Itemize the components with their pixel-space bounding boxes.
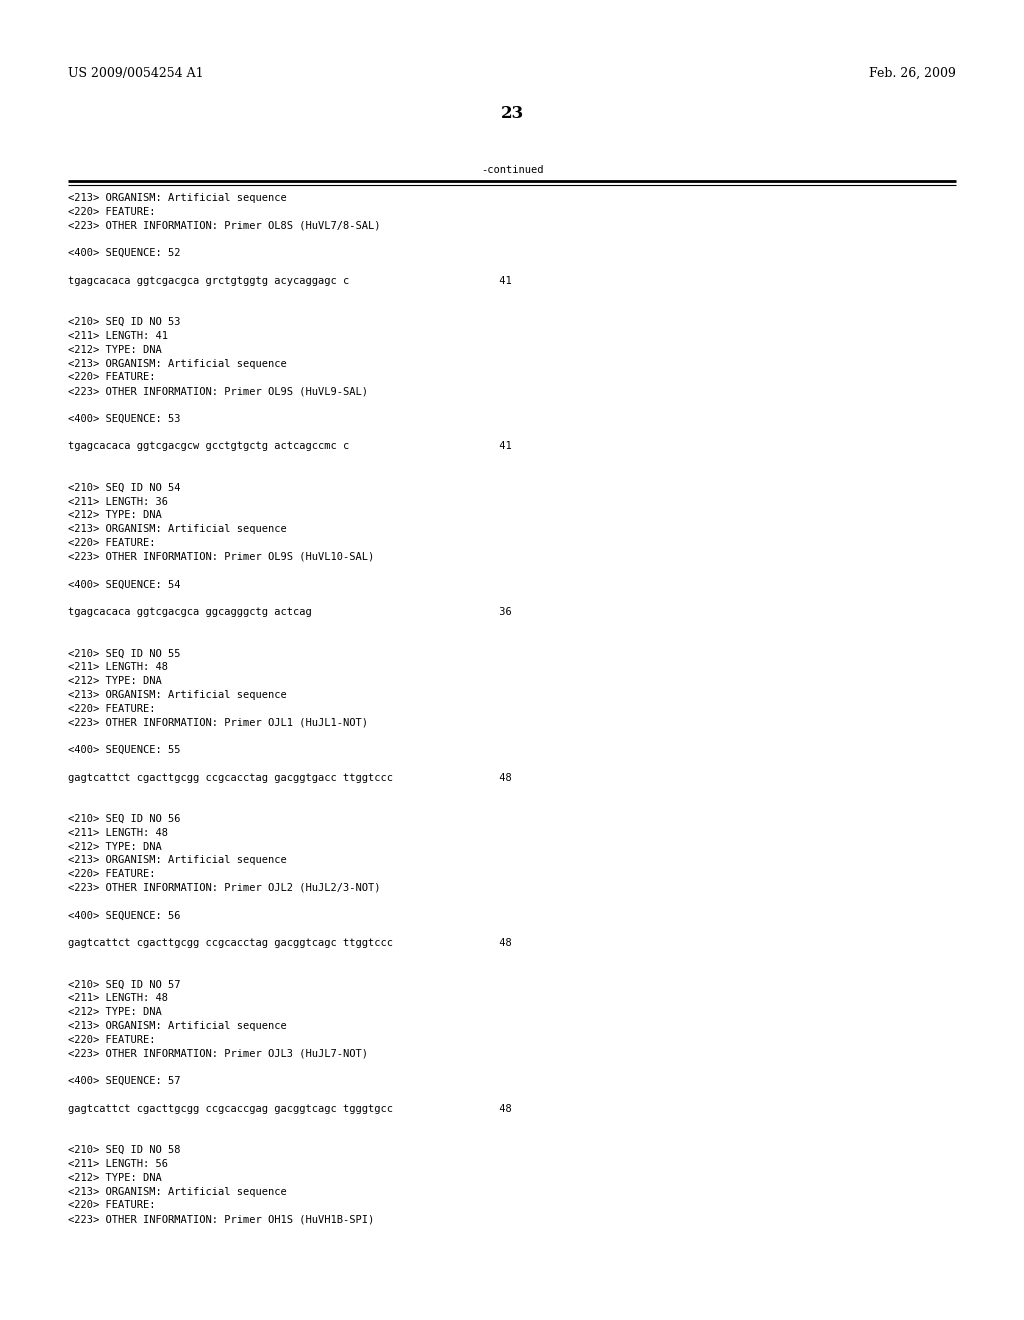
- Text: <220> FEATURE:: <220> FEATURE:: [68, 207, 156, 216]
- Text: <223> OTHER INFORMATION: Primer OL8S (HuVL7/8-SAL): <223> OTHER INFORMATION: Primer OL8S (Hu…: [68, 220, 381, 231]
- Text: <400> SEQUENCE: 55: <400> SEQUENCE: 55: [68, 744, 180, 755]
- Text: tgagcacaca ggtcgacgcw gcctgtgctg actcagccmc c                        41: tgagcacaca ggtcgacgcw gcctgtgctg actcagc…: [68, 441, 512, 451]
- Text: gagtcattct cgacttgcgg ccgcaccgag gacggtcagc tgggtgcc                 48: gagtcattct cgacttgcgg ccgcaccgag gacggtc…: [68, 1104, 512, 1114]
- Text: <212> TYPE: DNA: <212> TYPE: DNA: [68, 676, 162, 686]
- Text: <223> OTHER INFORMATION: Primer OL9S (HuVL9-SAL): <223> OTHER INFORMATION: Primer OL9S (Hu…: [68, 387, 368, 396]
- Text: <213> ORGANISM: Artificial sequence: <213> ORGANISM: Artificial sequence: [68, 855, 287, 866]
- Text: <212> TYPE: DNA: <212> TYPE: DNA: [68, 842, 162, 851]
- Text: <210> SEQ ID NO 58: <210> SEQ ID NO 58: [68, 1146, 180, 1155]
- Text: <400> SEQUENCE: 56: <400> SEQUENCE: 56: [68, 911, 180, 920]
- Text: <211> LENGTH: 48: <211> LENGTH: 48: [68, 663, 168, 672]
- Text: <223> OTHER INFORMATION: Primer OJL3 (HuJL7-NOT): <223> OTHER INFORMATION: Primer OJL3 (Hu…: [68, 1048, 368, 1059]
- Text: <400> SEQUENCE: 54: <400> SEQUENCE: 54: [68, 579, 180, 590]
- Text: <212> TYPE: DNA: <212> TYPE: DNA: [68, 511, 162, 520]
- Text: <212> TYPE: DNA: <212> TYPE: DNA: [68, 1172, 162, 1183]
- Text: <400> SEQUENCE: 57: <400> SEQUENCE: 57: [68, 1076, 180, 1086]
- Text: <223> OTHER INFORMATION: Primer OJL1 (HuJL1-NOT): <223> OTHER INFORMATION: Primer OJL1 (Hu…: [68, 717, 368, 727]
- Text: <212> TYPE: DNA: <212> TYPE: DNA: [68, 1007, 162, 1018]
- Text: <211> LENGTH: 48: <211> LENGTH: 48: [68, 828, 168, 838]
- Text: <220> FEATURE:: <220> FEATURE:: [68, 372, 156, 383]
- Text: <211> LENGTH: 41: <211> LENGTH: 41: [68, 331, 168, 341]
- Text: <220> FEATURE:: <220> FEATURE:: [68, 869, 156, 879]
- Text: <400> SEQUENCE: 53: <400> SEQUENCE: 53: [68, 413, 180, 424]
- Text: <213> ORGANISM: Artificial sequence: <213> ORGANISM: Artificial sequence: [68, 690, 287, 700]
- Text: <213> ORGANISM: Artificial sequence: <213> ORGANISM: Artificial sequence: [68, 359, 287, 368]
- Text: <223> OTHER INFORMATION: Primer OJL2 (HuJL2/3-NOT): <223> OTHER INFORMATION: Primer OJL2 (Hu…: [68, 883, 381, 894]
- Text: -continued: -continued: [480, 165, 544, 176]
- Text: <211> LENGTH: 36: <211> LENGTH: 36: [68, 496, 168, 507]
- Text: <213> ORGANISM: Artificial sequence: <213> ORGANISM: Artificial sequence: [68, 1187, 287, 1197]
- Text: <220> FEATURE:: <220> FEATURE:: [68, 704, 156, 714]
- Text: <210> SEQ ID NO 53: <210> SEQ ID NO 53: [68, 317, 180, 327]
- Text: <211> LENGTH: 56: <211> LENGTH: 56: [68, 1159, 168, 1170]
- Text: <210> SEQ ID NO 57: <210> SEQ ID NO 57: [68, 979, 180, 990]
- Text: <213> ORGANISM: Artificial sequence: <213> ORGANISM: Artificial sequence: [68, 524, 287, 535]
- Text: <220> FEATURE:: <220> FEATURE:: [68, 1035, 156, 1045]
- Text: <223> OTHER INFORMATION: Primer OL9S (HuVL10-SAL): <223> OTHER INFORMATION: Primer OL9S (Hu…: [68, 552, 374, 562]
- Text: <210> SEQ ID NO 55: <210> SEQ ID NO 55: [68, 648, 180, 659]
- Text: <211> LENGTH: 48: <211> LENGTH: 48: [68, 994, 168, 1003]
- Text: US 2009/0054254 A1: US 2009/0054254 A1: [68, 67, 204, 81]
- Text: gagtcattct cgacttgcgg ccgcacctag gacggtcagc ttggtccc                 48: gagtcattct cgacttgcgg ccgcacctag gacggtc…: [68, 939, 512, 948]
- Text: tgagcacaca ggtcgacgca grctgtggtg acycaggagc c                        41: tgagcacaca ggtcgacgca grctgtggtg acycagg…: [68, 276, 512, 286]
- Text: <212> TYPE: DNA: <212> TYPE: DNA: [68, 345, 162, 355]
- Text: 23: 23: [501, 106, 523, 121]
- Text: gagtcattct cgacttgcgg ccgcacctag gacggtgacc ttggtccc                 48: gagtcattct cgacttgcgg ccgcacctag gacggtg…: [68, 772, 512, 783]
- Text: <210> SEQ ID NO 56: <210> SEQ ID NO 56: [68, 814, 180, 824]
- Text: <223> OTHER INFORMATION: Primer OH1S (HuVH1B-SPI): <223> OTHER INFORMATION: Primer OH1S (Hu…: [68, 1214, 374, 1224]
- Text: <213> ORGANISM: Artificial sequence: <213> ORGANISM: Artificial sequence: [68, 193, 287, 203]
- Text: <210> SEQ ID NO 54: <210> SEQ ID NO 54: [68, 483, 180, 492]
- Text: tgagcacaca ggtcgacgca ggcagggctg actcag                              36: tgagcacaca ggtcgacgca ggcagggctg actcag …: [68, 607, 512, 616]
- Text: <220> FEATURE:: <220> FEATURE:: [68, 539, 156, 548]
- Text: <213> ORGANISM: Artificial sequence: <213> ORGANISM: Artificial sequence: [68, 1020, 287, 1031]
- Text: <400> SEQUENCE: 52: <400> SEQUENCE: 52: [68, 248, 180, 259]
- Text: <220> FEATURE:: <220> FEATURE:: [68, 1200, 156, 1210]
- Text: Feb. 26, 2009: Feb. 26, 2009: [869, 67, 956, 81]
